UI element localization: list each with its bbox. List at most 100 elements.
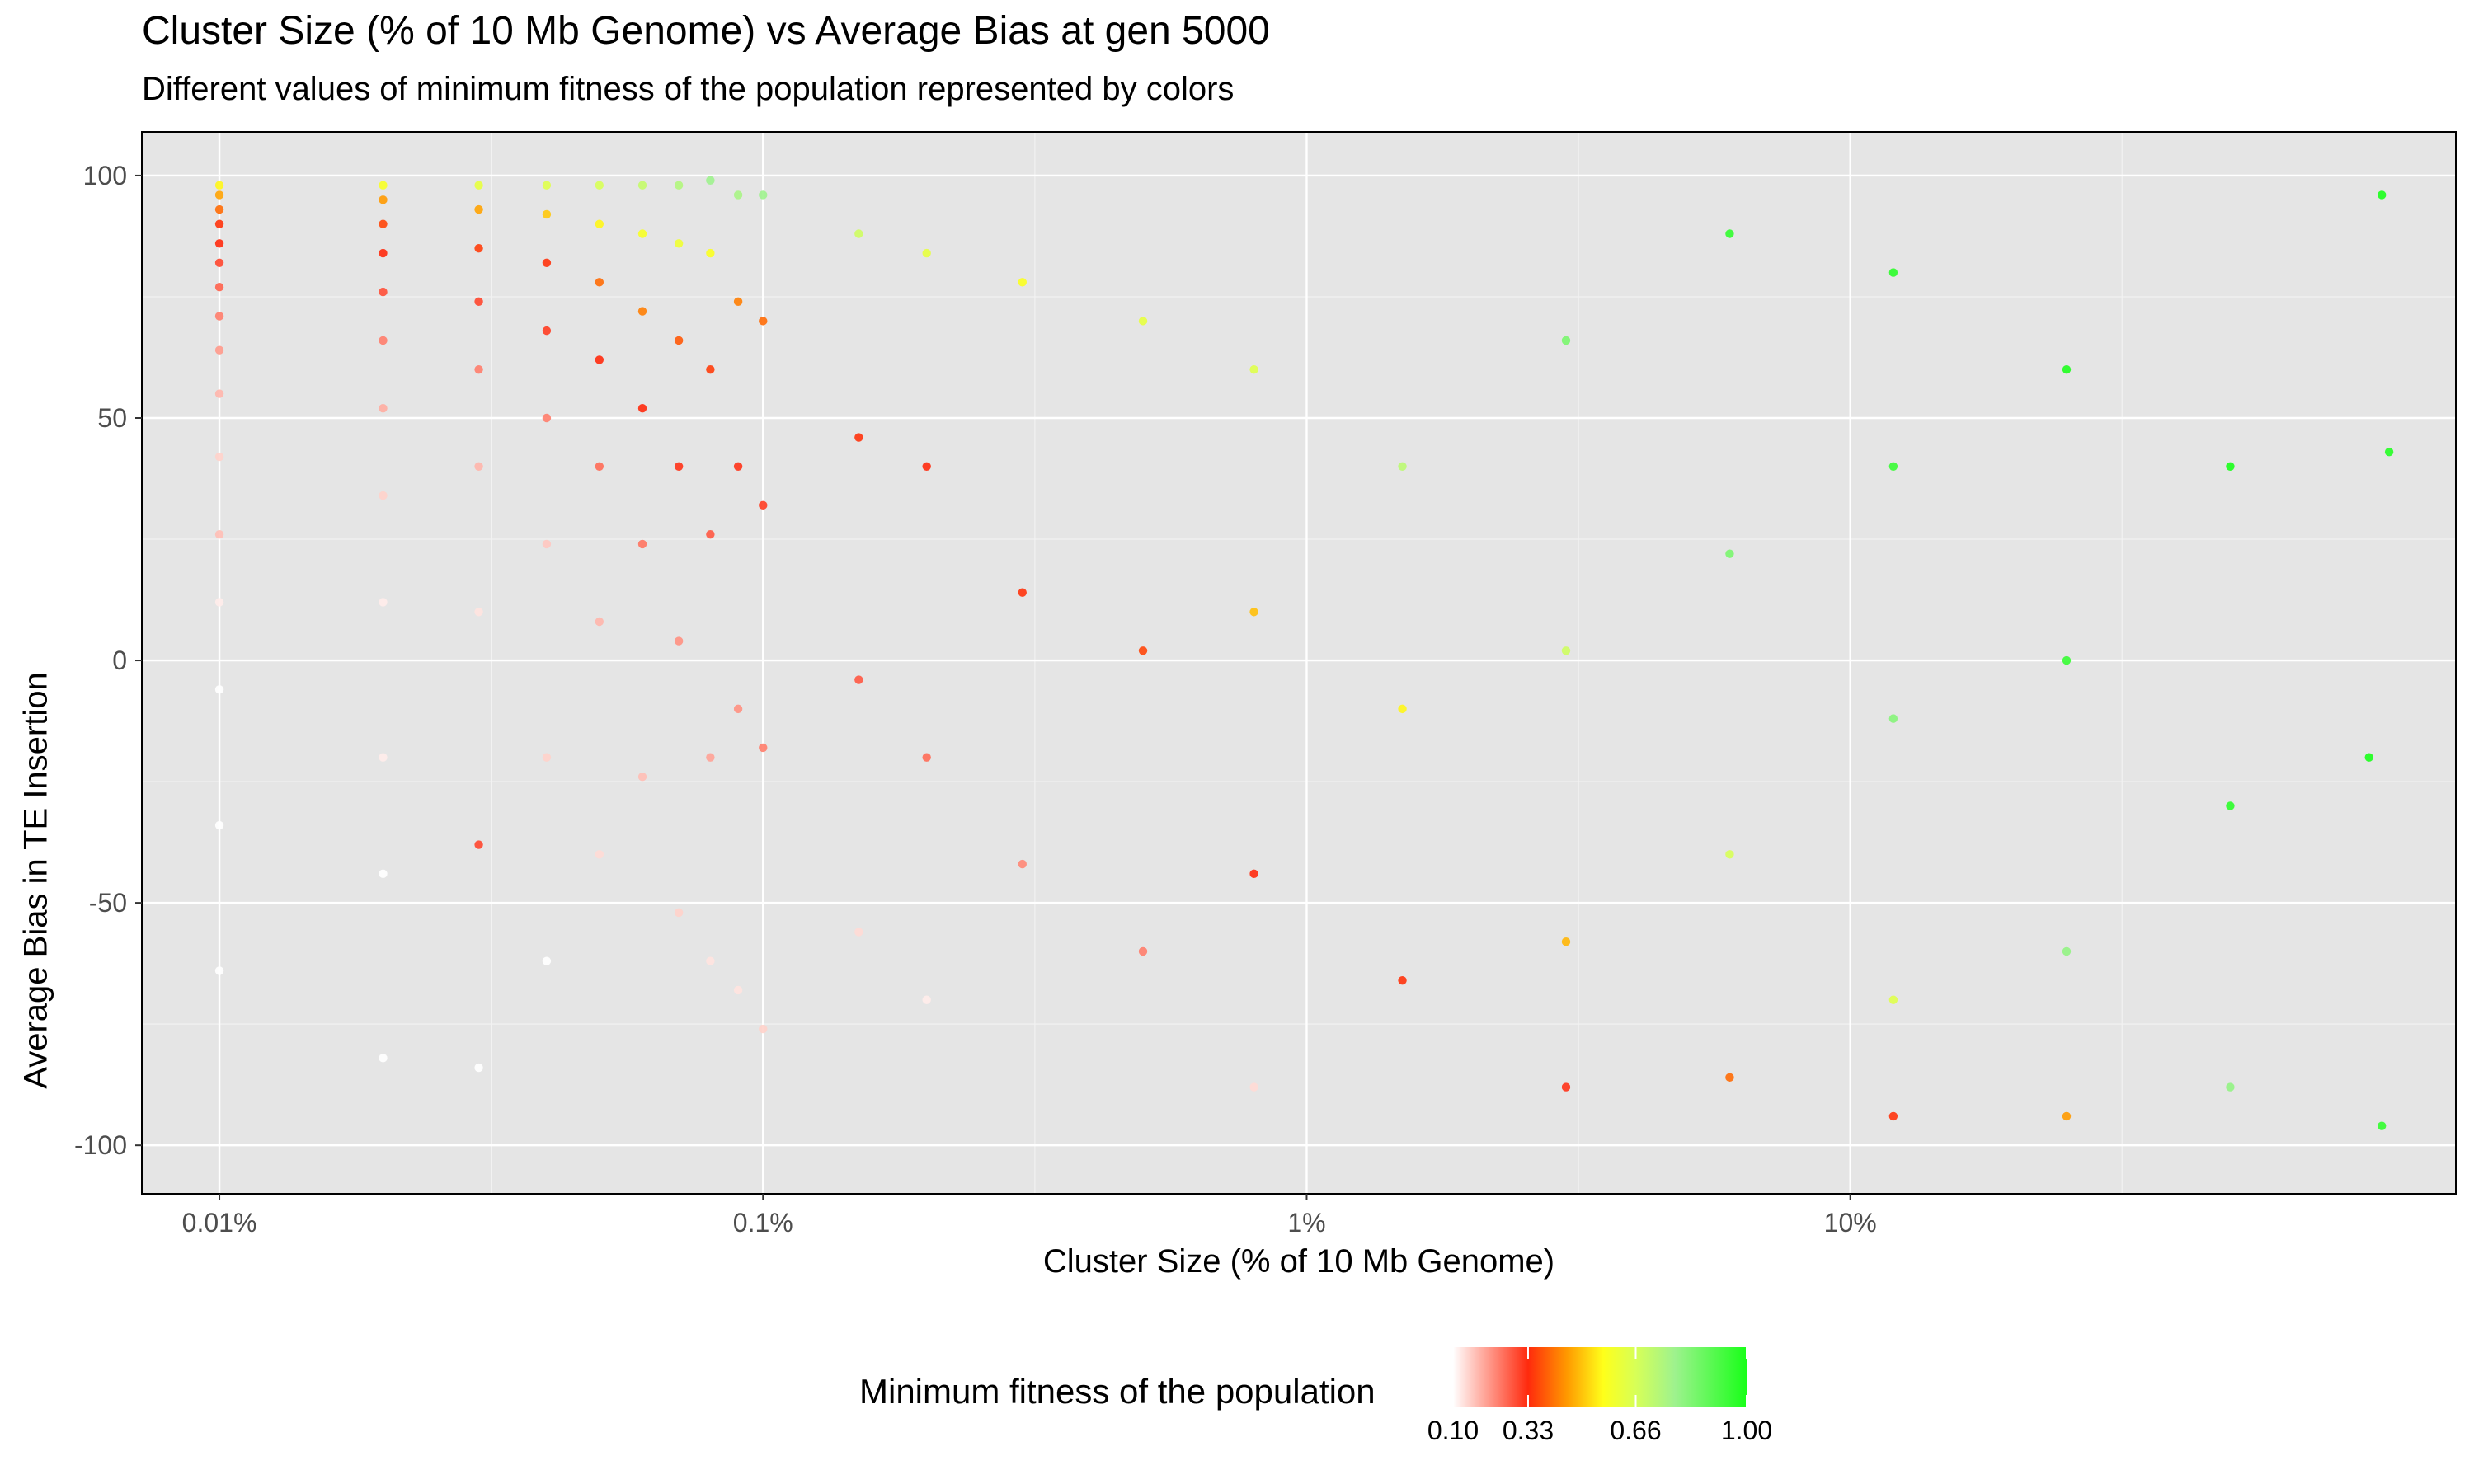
scatter-point [637, 404, 647, 413]
scatter-point [674, 181, 684, 190]
scatter-point [637, 539, 647, 549]
scatter-point [214, 685, 224, 694]
scatter-point [759, 743, 768, 753]
scatter-point [595, 278, 604, 287]
scatter-point [214, 389, 224, 398]
scatter-point [733, 985, 743, 995]
scatter-point [922, 995, 931, 1004]
scatter-point [379, 248, 388, 258]
grid-minor [142, 132, 2456, 1194]
scatter-point [854, 675, 863, 684]
scatter-point [1249, 364, 1258, 374]
scatter-point [214, 312, 224, 321]
scatter-point [854, 433, 863, 442]
scatter-point [2062, 946, 2072, 956]
scatter-point [637, 307, 647, 316]
scatter-point [2226, 1082, 2235, 1092]
scatter-point [637, 181, 647, 190]
scatter-point [1888, 1111, 1898, 1121]
scatter-point [759, 1024, 768, 1034]
scatter-point [854, 928, 863, 937]
scatter-point [2378, 1121, 2387, 1130]
scatter-point [379, 336, 388, 345]
scatter-point [214, 345, 224, 355]
legend-tick-label: 0.10 [1427, 1416, 1479, 1445]
scatter-point [1888, 714, 1898, 723]
scatter-point [854, 229, 863, 238]
scatter-point [379, 598, 388, 607]
scatter-point [1018, 278, 1027, 287]
scatter-point [2226, 462, 2235, 472]
scatter-point [759, 317, 768, 326]
scatter-point [474, 1063, 483, 1073]
scatter-point [759, 190, 768, 200]
scatter-point [214, 452, 224, 462]
y-axis-label: Average Bias in TE Insertion [17, 672, 54, 1089]
scatter-point [733, 190, 743, 200]
scatter-point [474, 608, 483, 617]
scatter-point [379, 287, 388, 297]
scatter-point [2062, 655, 2072, 665]
scatter-point [922, 462, 931, 472]
scatter-point [1249, 608, 1258, 617]
scatter-point [1561, 646, 1571, 655]
scatter-point [1561, 336, 1571, 345]
scatter-point [214, 966, 224, 975]
scatter-point [674, 336, 684, 345]
scatter-point [474, 243, 483, 253]
scatter-point [2384, 447, 2394, 457]
y-tick-label: 50 [97, 403, 127, 433]
scatter-point [1725, 549, 1734, 558]
scatter-point [1018, 588, 1027, 597]
scatter-point [214, 283, 224, 292]
scatter-point [706, 956, 715, 965]
scatter-point [1249, 869, 1258, 879]
scatter-point [1138, 946, 1148, 956]
scatter-point [674, 462, 684, 472]
scatter-point [1725, 850, 1734, 859]
scatter-point [2364, 753, 2373, 762]
scatter-point [595, 617, 604, 627]
scatter-point [379, 753, 388, 762]
scatter-point [542, 326, 552, 336]
scatter-point [2226, 801, 2235, 810]
scatter-point [1138, 317, 1148, 326]
scatter-point [706, 364, 715, 374]
scatter-point [595, 219, 604, 228]
scatter-point [542, 181, 552, 190]
scatter-point [474, 462, 483, 472]
scatter-point [379, 181, 388, 190]
scatter-point [214, 239, 224, 248]
x-tick-label: 0.01% [182, 1208, 257, 1237]
scatter-point [474, 364, 483, 374]
scatter-point [1888, 462, 1898, 472]
plot-panel [142, 132, 2456, 1194]
grid-major [142, 132, 2456, 1194]
legend-tick-label: 1.00 [1721, 1416, 1772, 1445]
scatter-point [474, 840, 483, 849]
scatter-point [379, 195, 388, 204]
plot-frame [141, 131, 2457, 1195]
y-tick-label: 100 [83, 161, 127, 190]
chart-subtitle: Different values of minimum fitness of t… [142, 71, 1235, 107]
scatter-point [637, 229, 647, 238]
scatter-point [379, 404, 388, 413]
scatter-point [733, 704, 743, 714]
scatter-point [706, 176, 715, 186]
scatter-point [379, 869, 388, 879]
scatter-point [674, 636, 684, 646]
y-tick-label: 0 [112, 646, 127, 675]
scatter-point [759, 500, 768, 510]
scatter-point [214, 219, 224, 228]
scatter-point [474, 204, 483, 214]
scatter-point [2062, 364, 2072, 374]
scatter-point [1018, 859, 1027, 869]
scatter-point [595, 181, 604, 190]
scatter-point [1398, 704, 1407, 714]
x-tick-label: 1% [1287, 1208, 1325, 1237]
scatter-point [922, 753, 931, 762]
scatter-point [214, 190, 224, 200]
scatter-point [706, 753, 715, 762]
x-axis-label: Cluster Size (% of 10 Mb Genome) [1042, 1243, 1555, 1280]
scatter-point [2378, 190, 2387, 200]
